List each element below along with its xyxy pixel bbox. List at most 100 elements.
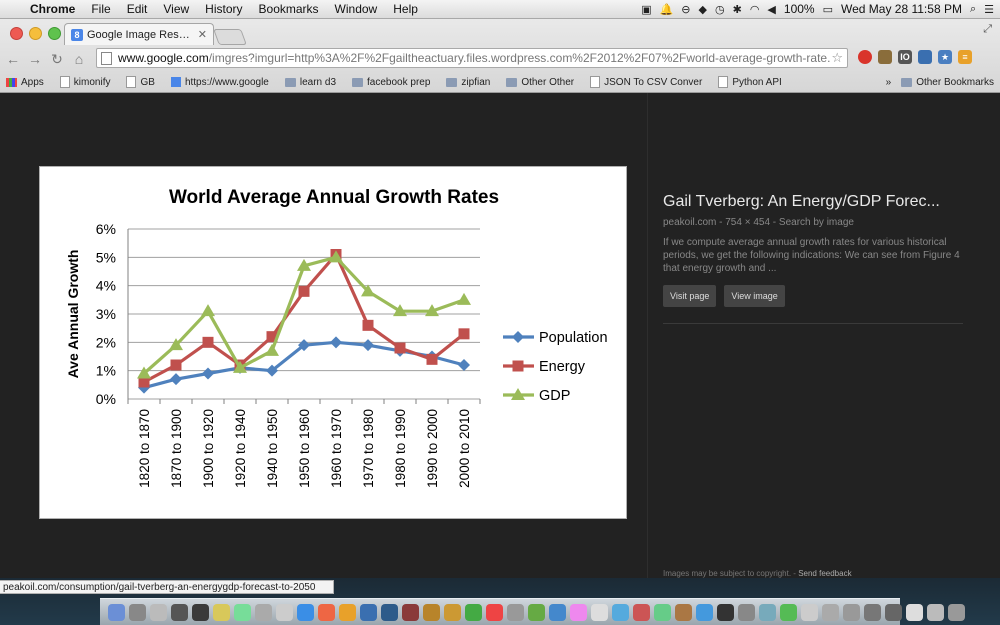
bookmark-manager-icon[interactable]: ★ xyxy=(938,50,952,64)
bookmark-item[interactable]: GB xyxy=(126,76,155,88)
chart-image[interactable]: World Average Annual Growth Rates 0% 1% 2% 3… xyxy=(39,166,627,519)
menu-bookmarks[interactable]: Bookmarks xyxy=(258,2,319,16)
send-feedback-link[interactable]: Send feedback xyxy=(798,569,852,578)
fullscreen-icon[interactable]: ⤢ xyxy=(983,23,992,35)
dock-app-icon[interactable] xyxy=(318,603,335,621)
dock-app-icon[interactable] xyxy=(801,603,818,621)
bookmark-item[interactable]: https://www.google xyxy=(170,77,269,88)
dock-app-icon[interactable] xyxy=(675,603,692,621)
notification-bell-icon[interactable]: 🔔 xyxy=(659,3,674,16)
menubar-clock[interactable]: Wed May 28 11:58 PM xyxy=(841,2,962,16)
close-tab-icon[interactable]: ✕ xyxy=(197,29,207,41)
dock-app-icon[interactable] xyxy=(192,603,209,621)
back-arrow-icon[interactable]: ← xyxy=(6,51,20,67)
bookmark-item[interactable]: zipfian xyxy=(446,77,490,88)
dock-app-icon[interactable] xyxy=(423,603,440,621)
zoom-window-button[interactable] xyxy=(48,27,61,40)
visit-page-button[interactable]: Visit page xyxy=(663,285,717,307)
data-point xyxy=(458,328,470,340)
delicious-icon[interactable] xyxy=(918,50,932,64)
dock-app-icon[interactable] xyxy=(864,603,881,621)
dock-app-icon[interactable] xyxy=(570,603,587,621)
dock-app-icon[interactable] xyxy=(234,603,251,621)
battery-icon[interactable]: ▭ xyxy=(822,3,833,16)
dock-app-icon[interactable] xyxy=(906,603,923,621)
close-window-button[interactable] xyxy=(10,27,23,40)
dock-app-icon[interactable] xyxy=(738,603,755,621)
bookmark-item[interactable]: JSON To CSV Conver xyxy=(590,76,702,88)
dock-app-icon[interactable] xyxy=(129,603,146,621)
bookmark-item[interactable]: facebook prep xyxy=(352,77,430,88)
menu-help[interactable]: Help xyxy=(393,2,418,16)
dock-app-icon[interactable] xyxy=(780,603,797,621)
dock-app-icon[interactable] xyxy=(633,603,650,621)
dock-app-icon[interactable] xyxy=(255,603,272,621)
io-extension-icon[interactable]: IO xyxy=(898,50,912,64)
reload-icon[interactable]: ↻ xyxy=(51,50,63,67)
forward-arrow-icon[interactable]: → xyxy=(28,51,42,67)
dock-app-icon[interactable] xyxy=(759,603,776,621)
screen-share-icon[interactable]: ▣ xyxy=(641,3,652,16)
battery-percent[interactable]: 100% xyxy=(783,2,815,16)
bookmark-item[interactable]: Other Other xyxy=(506,77,574,88)
dock-app-icon[interactable] xyxy=(843,603,860,621)
dock-app-icon[interactable] xyxy=(276,603,293,621)
dock-app-icon[interactable] xyxy=(297,603,314,621)
bookmarks-overflow-chevron-icon[interactable]: » xyxy=(885,76,892,88)
dock-app-icon[interactable] xyxy=(822,603,839,621)
bookmark-item[interactable]: kimonify xyxy=(59,76,110,88)
dock-app-icon[interactable] xyxy=(108,603,125,621)
home-icon[interactable]: ⌂ xyxy=(74,51,84,67)
menu-edit[interactable]: Edit xyxy=(126,2,148,16)
sync-icon[interactable]: ⊖ xyxy=(681,3,691,16)
menu-file[interactable]: File xyxy=(91,2,111,16)
result-title[interactable]: Gail Tverberg: An Energy/GDP Forec... xyxy=(663,193,940,210)
dock-app-icon[interactable] xyxy=(549,603,566,621)
ublock-icon[interactable] xyxy=(858,50,872,64)
address-bar[interactable]: www.google.com /imgres?imgurl=http%3A%2F… xyxy=(96,48,848,68)
chrome-menu-icon[interactable]: ≡ xyxy=(958,50,972,64)
dock-app-icon[interactable] xyxy=(402,603,419,621)
menu-view[interactable]: View xyxy=(163,2,190,16)
bookmark-item[interactable]: learn d3 xyxy=(284,77,336,88)
dock-app-icon[interactable] xyxy=(381,603,398,621)
new-tab-button[interactable] xyxy=(213,29,247,45)
view-image-button[interactable]: View image xyxy=(724,285,785,307)
spotlight-search-icon[interactable]: ⌕ xyxy=(969,2,977,15)
menu-history[interactable]: History xyxy=(205,2,243,16)
dock-app-icon[interactable] xyxy=(150,603,167,621)
dock-app-icon[interactable] xyxy=(612,603,629,621)
dock-app-icon[interactable] xyxy=(171,603,188,621)
dock-app-icon[interactable] xyxy=(927,603,944,621)
notification-center-icon[interactable]: ☰ xyxy=(984,3,994,16)
menu-window[interactable]: Window xyxy=(334,2,378,16)
wifi-icon[interactable]: ◠ xyxy=(749,3,760,16)
browser-tab[interactable]: 8 Google Image Result for ht ✕ xyxy=(64,23,214,45)
bluetooth-icon[interactable]: ✱ xyxy=(732,3,742,16)
dock-app-icon[interactable] xyxy=(444,603,461,621)
instagram-icon[interactable] xyxy=(878,50,892,64)
dock-app-icon[interactable] xyxy=(213,603,230,621)
dock-app-icon[interactable] xyxy=(591,603,608,621)
dock-app-icon[interactable] xyxy=(948,603,965,621)
minimize-window-button[interactable] xyxy=(29,27,42,40)
dock-app-icon[interactable] xyxy=(696,603,713,621)
bookmark-item[interactable]: Python API xyxy=(718,76,782,88)
dock-app-icon[interactable] xyxy=(885,603,902,621)
bookmark-item[interactable]: Apps xyxy=(6,77,44,88)
legend-label: Population xyxy=(539,330,608,346)
volume-icon[interactable]: ◀ xyxy=(767,3,776,16)
dock-app-icon[interactable] xyxy=(465,603,482,621)
dock-app-icon[interactable] xyxy=(339,603,356,621)
dock-app-icon[interactable] xyxy=(360,603,377,621)
evernote-icon[interactable]: ◆ xyxy=(698,3,707,16)
dock-app-icon[interactable] xyxy=(507,603,524,621)
dock-app-icon[interactable] xyxy=(486,603,503,621)
dock-app-icon[interactable] xyxy=(654,603,671,621)
other-bookmarks[interactable]: Other Bookmarks xyxy=(916,76,994,88)
dock-app-icon[interactable] xyxy=(528,603,545,621)
bookmark-star-icon[interactable]: ☆ xyxy=(831,50,843,65)
time-machine-icon[interactable]: ◷ xyxy=(714,3,725,16)
menu-app-name[interactable]: Chrome xyxy=(30,2,76,16)
dock-app-icon[interactable] xyxy=(717,603,734,621)
